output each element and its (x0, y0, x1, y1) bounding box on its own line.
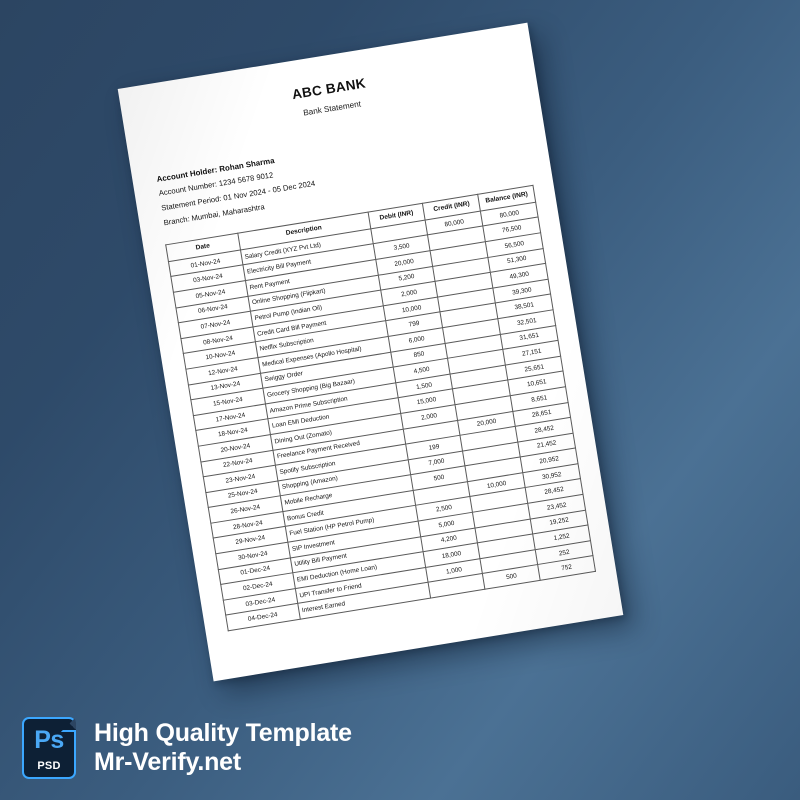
brand-site: Mr-Verify.net (94, 748, 241, 776)
brand-text-block: High Quality Template Mr-Verify.net (94, 719, 352, 777)
document-paper: ABC BANK Bank Statement Account Holder: … (117, 22, 624, 682)
ps-glyph: Ps (34, 726, 64, 754)
document-content: ABC BANK Bank Statement Account Holder: … (144, 52, 596, 632)
photoshop-psd-icon: Ps PSD (22, 717, 76, 779)
paper-sheet: ABC BANK Bank Statement Account Holder: … (117, 22, 624, 682)
brand-tagline: High Quality Template (94, 719, 352, 747)
template-footer: Ps PSD High Quality Template Mr-Verify.n… (0, 696, 800, 800)
transactions-table: Date Description Debit (INR) Credit (INR… (165, 185, 596, 632)
table-body: 01-Nov-24 Salary Credit (XYZ Pvt Ltd) 80,0… (168, 201, 596, 631)
psd-label: PSD (37, 760, 61, 772)
